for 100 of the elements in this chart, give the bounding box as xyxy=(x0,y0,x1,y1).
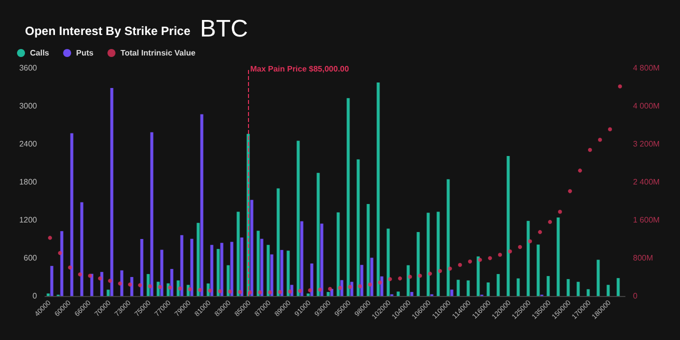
point xyxy=(188,287,192,292)
bar xyxy=(340,280,344,296)
bar xyxy=(236,212,240,296)
bar xyxy=(216,248,220,296)
bar xyxy=(170,268,174,296)
point xyxy=(268,290,272,294)
bar xyxy=(496,274,500,296)
bar xyxy=(220,242,224,296)
bar xyxy=(190,238,194,296)
point xyxy=(168,286,172,290)
bar xyxy=(310,264,314,296)
point xyxy=(538,230,542,234)
bar xyxy=(436,212,440,296)
bar xyxy=(50,266,54,296)
bar xyxy=(526,220,530,296)
bar xyxy=(380,276,384,296)
bar xyxy=(356,159,360,296)
bar xyxy=(616,278,620,296)
point xyxy=(398,276,402,280)
bar xyxy=(280,250,284,296)
bar xyxy=(230,242,234,296)
bar xyxy=(250,200,254,296)
bar xyxy=(160,250,164,296)
point xyxy=(78,272,82,276)
bar xyxy=(406,265,410,296)
y2-tick-label: 1 600M xyxy=(633,216,660,224)
legend-label: Calls xyxy=(30,48,50,58)
bar xyxy=(226,265,230,296)
point xyxy=(148,284,152,288)
point xyxy=(528,239,532,244)
bar xyxy=(240,237,244,296)
y-tick-label: 1200 xyxy=(19,216,38,224)
point xyxy=(598,138,602,142)
bar xyxy=(410,292,414,296)
bar xyxy=(516,278,520,296)
bar xyxy=(446,179,450,296)
bar xyxy=(90,274,94,296)
bar xyxy=(180,235,184,296)
bar xyxy=(396,292,400,296)
point xyxy=(438,268,442,273)
point xyxy=(568,189,572,194)
point xyxy=(128,282,132,287)
bar xyxy=(376,82,380,296)
point xyxy=(218,289,222,294)
bar xyxy=(46,293,50,296)
bar xyxy=(106,290,110,296)
bar xyxy=(456,280,460,296)
point xyxy=(318,288,322,292)
bar xyxy=(200,114,204,296)
bar xyxy=(366,204,370,296)
point xyxy=(478,258,482,262)
legend-label: Puts xyxy=(76,48,94,58)
bar xyxy=(256,230,260,296)
bar xyxy=(416,232,420,296)
point xyxy=(388,277,392,282)
bar xyxy=(466,280,470,296)
bar xyxy=(386,228,390,296)
bar xyxy=(296,140,300,296)
bar xyxy=(110,88,114,296)
point xyxy=(448,266,452,271)
point xyxy=(158,284,162,289)
bar xyxy=(210,244,214,296)
point xyxy=(238,290,242,294)
point xyxy=(508,249,512,254)
point xyxy=(48,236,52,240)
y-tick-label: 3600 xyxy=(19,64,38,72)
bar xyxy=(576,282,580,296)
y-tick-label: 1800 xyxy=(19,178,38,186)
bar xyxy=(566,279,570,296)
point xyxy=(578,168,582,173)
bar xyxy=(556,218,560,296)
point xyxy=(608,127,612,132)
y2-tick-label: 4 800M xyxy=(633,64,660,72)
point xyxy=(278,290,282,294)
point xyxy=(98,276,102,280)
bar xyxy=(80,202,84,296)
point xyxy=(108,278,112,283)
point xyxy=(588,148,592,152)
point xyxy=(328,286,332,291)
point xyxy=(288,290,292,294)
bar xyxy=(326,292,330,296)
bar xyxy=(300,221,304,296)
point xyxy=(358,284,362,288)
point xyxy=(198,288,202,292)
bar xyxy=(450,290,454,296)
bar xyxy=(276,188,280,296)
legend-label: Total Intrinsic Value xyxy=(120,48,196,58)
bar xyxy=(506,156,510,296)
y-tick-label: 2400 xyxy=(19,140,38,148)
point xyxy=(498,252,502,257)
bar xyxy=(120,270,124,296)
point xyxy=(348,284,352,289)
bar xyxy=(286,250,290,296)
point xyxy=(408,274,412,279)
point xyxy=(428,272,432,276)
bar xyxy=(176,280,180,296)
point xyxy=(298,288,302,293)
y-tick-label: 600 xyxy=(24,254,38,262)
point xyxy=(178,286,182,291)
point xyxy=(228,290,232,294)
